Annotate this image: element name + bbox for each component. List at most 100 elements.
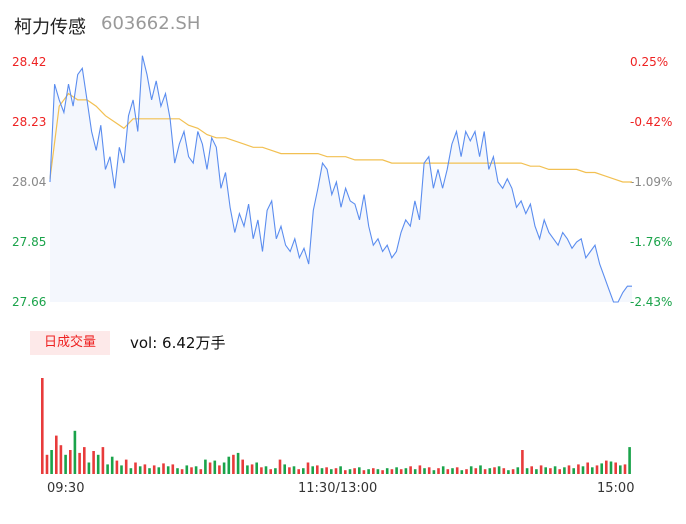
volume-bar <box>311 466 314 474</box>
volume-bar <box>530 466 533 474</box>
volume-bar <box>232 454 235 474</box>
volume-bar <box>152 465 156 474</box>
volume-bar <box>55 435 58 474</box>
volume-bar <box>96 454 100 474</box>
volume-bar <box>334 468 338 474</box>
volume-bar <box>358 467 361 474</box>
volume-bar <box>180 469 184 474</box>
volume-bar <box>619 465 622 474</box>
volume-bar <box>549 468 552 474</box>
volume-bar <box>278 459 282 474</box>
volume-bar <box>194 466 198 474</box>
volume-bar <box>218 465 221 474</box>
volume-bar <box>372 468 375 474</box>
volume-bar <box>250 464 254 474</box>
volume-bar <box>502 468 506 474</box>
volume-bar <box>41 378 44 474</box>
volume-bar <box>330 469 333 474</box>
volume-bar <box>469 466 473 474</box>
volume-bar <box>199 469 203 474</box>
volume-bar <box>302 468 305 474</box>
volume-bar <box>437 468 440 474</box>
volume-bar <box>348 469 352 474</box>
volume-bar <box>488 468 492 474</box>
pct-tick-mid: -1.09% <box>630 175 673 189</box>
volume-bar <box>269 469 272 474</box>
volume-bar <box>605 460 608 474</box>
volume-bar <box>497 466 501 474</box>
volume-bar <box>493 467 496 474</box>
pct-tick-2: -0.42% <box>630 115 673 129</box>
volume-bar <box>143 464 147 474</box>
volume-bar <box>110 456 114 474</box>
volume-bar <box>395 467 398 474</box>
volume-bar <box>511 469 515 474</box>
volume-bar <box>288 467 291 474</box>
volume-bar <box>460 470 464 474</box>
volume-bar <box>138 466 142 474</box>
volume-bar <box>204 459 207 474</box>
volume-bar <box>581 466 585 474</box>
volume-bar <box>222 462 226 474</box>
volume-bar <box>367 469 370 474</box>
volume-bar <box>455 467 459 474</box>
volume-bar <box>83 447 86 474</box>
volume-bar <box>87 462 91 474</box>
volume-bar <box>190 467 193 474</box>
volume-bar <box>264 466 268 474</box>
volume-bar <box>544 467 547 474</box>
volume-bar <box>381 470 384 474</box>
price-area-group <box>49 55 632 303</box>
volume-bar <box>362 470 366 474</box>
volume-bar <box>274 468 277 474</box>
volume-bar <box>474 468 478 474</box>
time-label-mid: 11:30/13:00 <box>298 481 378 496</box>
volume-bar <box>171 464 175 474</box>
volume-bar <box>390 469 394 474</box>
volume-bar <box>45 454 49 474</box>
avg-price-line <box>49 92 632 183</box>
pct-tick-4: -1.76% <box>630 235 673 249</box>
volume-bar <box>614 462 617 474</box>
volume-bar <box>92 451 95 474</box>
volume-bar <box>162 463 165 474</box>
volume-bar <box>120 465 123 474</box>
volume-bar <box>59 445 63 474</box>
volume-bar <box>465 469 468 474</box>
price-tick-top: 28.42 <box>12 55 47 69</box>
price-tick-mid: 28.04 <box>12 175 47 189</box>
volume-bar <box>320 468 324 474</box>
volume-bar <box>521 450 524 474</box>
volume-bar <box>124 459 128 474</box>
volume-bar <box>297 469 300 474</box>
volume-bar <box>208 462 212 474</box>
volume-bar <box>376 469 380 474</box>
volume-bar <box>73 430 77 474</box>
volume-bar <box>129 468 133 474</box>
volume-bar <box>260 467 263 474</box>
volume-bar <box>241 459 244 474</box>
time-label-close: 15:00 <box>597 481 635 496</box>
volume-bar <box>609 461 613 474</box>
volume-bar <box>628 447 631 474</box>
volume-bar <box>385 468 389 474</box>
volume-bar <box>567 465 571 474</box>
volume-bar <box>591 467 594 474</box>
volume-bar <box>115 460 119 474</box>
volume-bar <box>553 466 557 474</box>
volume-bars-group <box>41 378 631 474</box>
volume-bar <box>572 468 575 474</box>
volume-bar <box>292 466 296 474</box>
volume-badge[interactable]: 日成交量 <box>30 331 110 355</box>
volume-bar <box>413 469 417 474</box>
volume-bar <box>441 466 445 474</box>
volume-bar <box>255 462 258 474</box>
volume-bar <box>236 452 240 474</box>
price-tick-bottom: 27.66 <box>12 295 47 309</box>
volume-bar <box>432 470 436 474</box>
volume-bar <box>539 465 543 474</box>
volume-bar <box>325 467 328 474</box>
volume-bar <box>427 467 431 474</box>
volume-bar <box>525 468 529 474</box>
